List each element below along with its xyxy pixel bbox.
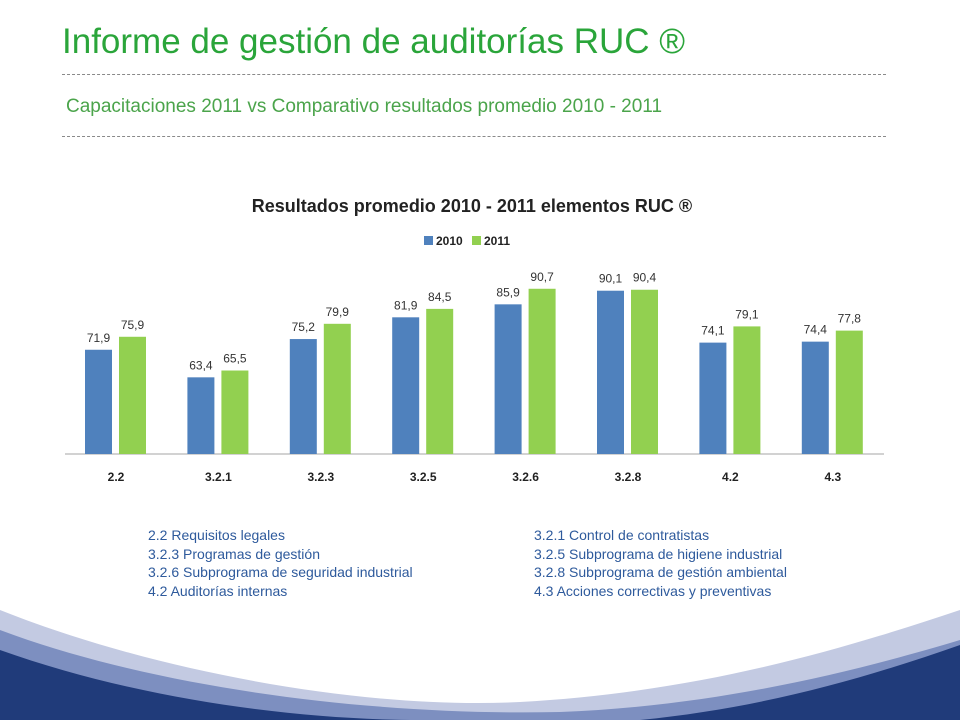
- wave-dark-right-band: [640, 645, 960, 720]
- bar-2010-3.2.6: [494, 304, 522, 454]
- x-tick-label: 2.2: [108, 470, 125, 484]
- x-tick-label: 3.2.3: [307, 470, 334, 484]
- page-title: Informe de gestión de auditorías RUC ®: [62, 22, 686, 61]
- legend-label: 2011: [484, 234, 510, 248]
- data-label: 90,4: [633, 271, 657, 285]
- chart-legend: 2010 2011: [424, 234, 510, 248]
- bar-2011-2.2: [119, 336, 146, 454]
- bar-2010-2.2: [85, 349, 112, 454]
- data-label: 71,9: [87, 331, 111, 345]
- note-item: 3.2.6 Subprograma de seguridad industria…: [148, 564, 413, 580]
- x-tick-label: 3.2.5: [410, 470, 437, 484]
- data-label: 74,4: [804, 323, 828, 337]
- bar-chart: Resultados promedio 2010 - 2011 elemento…: [65, 196, 884, 484]
- data-label: 75,2: [292, 320, 316, 334]
- bar-2010-4.3: [801, 341, 829, 454]
- data-label: 79,9: [326, 305, 350, 319]
- wave-mid-band: [0, 630, 960, 720]
- wave-dark-band: [0, 650, 420, 720]
- data-label: 90,1: [599, 272, 623, 286]
- legend-label: 2010: [436, 234, 463, 248]
- bar-2011-3.2.3: [323, 323, 351, 454]
- chart-title: Resultados promedio 2010 - 2011 elemento…: [252, 196, 692, 216]
- title-divider: [62, 74, 886, 75]
- bar-2011-4.2: [733, 326, 761, 454]
- page-subtitle: Capacitaciones 2011 vs Comparativo resul…: [66, 96, 663, 117]
- data-label: 75,9: [121, 318, 145, 332]
- decorative-wave: [0, 610, 960, 720]
- bar-2011-3.2.8: [631, 289, 658, 454]
- note-item: 2.2 Requisitos legales: [148, 527, 285, 543]
- data-label: 90,7: [530, 270, 554, 284]
- legend-swatch-2010: [424, 236, 433, 245]
- bar-2010-3.2.3: [289, 339, 317, 454]
- note-item: 3.2.8 Subprograma de gestión ambiental: [534, 564, 787, 580]
- note-item: 3.2.1 Control de contratistas: [534, 527, 710, 543]
- notes-right: 3.2.1 Control de contratistas 3.2.5 Subp…: [534, 526, 787, 600]
- bar-2010-3.2.5: [392, 317, 420, 454]
- note-item: 3.2.3 Programas de gestión: [148, 545, 320, 562]
- bar-2010-3.2.1: [187, 377, 215, 454]
- bar-2011-3.2.1: [221, 370, 249, 454]
- bar-2010-4.2: [699, 342, 727, 454]
- data-label: 85,9: [496, 285, 520, 299]
- data-label: 74,1: [701, 324, 725, 338]
- note-item: 3.2.5 Subprograma de higiene industrial: [534, 545, 783, 562]
- x-tick-label: 3.2.6: [512, 470, 539, 484]
- legend-swatch-2011: [472, 236, 481, 245]
- x-tick-label: 4.2: [722, 470, 739, 484]
- bars-group: 71,9 75,9 63,4 65,5 75,2 79,9 81,9 84,5 85,9 90,7…: [85, 270, 863, 454]
- data-label: 79,1: [735, 307, 759, 321]
- x-tick-labels: 2.2 3.2.1 3.2.3 3.2.5 3.2.6 3.2.8 4.2 4.3: [108, 470, 842, 484]
- x-tick-label: 3.2.1: [205, 470, 232, 484]
- bar-2010-3.2.8: [597, 290, 624, 454]
- subtitle-divider: [62, 136, 886, 137]
- note-item: 4.2 Auditorías internas: [148, 582, 288, 599]
- data-label: 84,5: [428, 290, 452, 304]
- note-item: 4.3 Acciones correctivas y preventivas: [534, 582, 772, 599]
- bar-2011-4.3: [835, 330, 863, 454]
- x-tick-label: 3.2.8: [615, 470, 642, 484]
- bar-2011-3.2.6: [528, 288, 556, 454]
- data-label: 65,5: [223, 352, 247, 366]
- data-label: 81,9: [394, 298, 418, 312]
- data-label: 77,8: [838, 312, 862, 326]
- x-tick-label: 4.3: [824, 470, 841, 484]
- notes-left: 2.2 Requisitos legales 3.2.3 Programas d…: [148, 526, 413, 600]
- data-label: 63,4: [189, 358, 213, 372]
- bar-2011-3.2.5: [426, 308, 454, 454]
